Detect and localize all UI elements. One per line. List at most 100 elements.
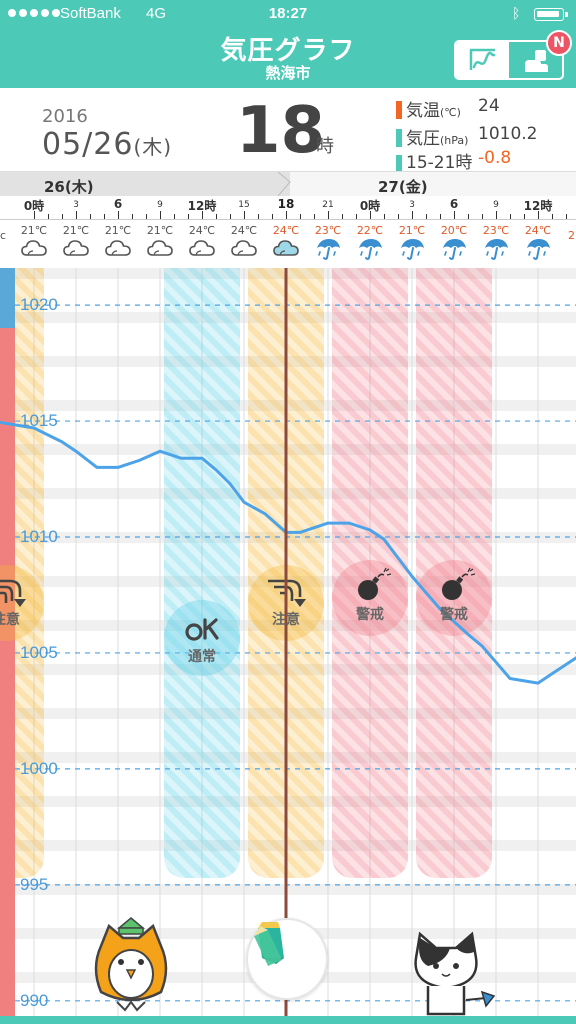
forecast-cell: 24℃: [182, 224, 222, 258]
bluetooth-icon: ᛒ: [512, 5, 521, 21]
alert-level-label: 注意: [272, 612, 300, 628]
pressure-value: 1010.2: [478, 124, 538, 144]
status-clock: 18:27: [268, 5, 308, 22]
selected-hour: 18: [236, 94, 326, 168]
network-type: 4G: [146, 5, 167, 22]
temperature-unit: (℃): [440, 106, 461, 119]
character-view-button[interactable]: [509, 42, 562, 78]
forecast-temp: 24℃: [524, 224, 552, 237]
hour-tick: [258, 214, 259, 219]
hour-label: 6: [113, 197, 123, 211]
hour-label: 6: [449, 197, 459, 211]
y-axis-label: 1010: [20, 527, 58, 546]
page-title: 気圧グラフ: [220, 36, 356, 66]
day-header: 26(木) 27(金): [0, 172, 576, 196]
hour-tick: [566, 214, 567, 219]
hour-tick: [468, 214, 469, 219]
pressure-drop-icon[interactable]: [0, 565, 44, 641]
hour-tick: [132, 214, 133, 219]
current-info-panel: 2016 05/26(木) 18 時 気温(℃) 24 気圧(hPa) 1010…: [0, 88, 576, 173]
hour-tick: [412, 211, 413, 219]
hour-tick: [76, 211, 77, 219]
rain-umbrella-icon: [518, 238, 558, 260]
trend-range: 15-21時: [406, 153, 473, 173]
temperature-label: 気温: [406, 101, 440, 121]
grid-band: [0, 884, 576, 895]
cloudy-icon: [14, 238, 54, 258]
bomb-icon[interactable]: [416, 560, 492, 636]
hour-tick: [426, 214, 427, 219]
edit-memo-button[interactable]: [246, 918, 328, 1000]
current-time-notch: [278, 172, 291, 196]
hour-tick: [118, 211, 119, 219]
character-icon: [524, 50, 548, 72]
alert-level-label: 警戒: [356, 607, 384, 623]
hour-label: 15: [238, 200, 250, 210]
forecast-temp: 20℃: [440, 224, 468, 237]
hour-tick: [384, 214, 385, 219]
hour-tick: [496, 211, 497, 219]
date-label: 05/26(木): [42, 127, 172, 162]
weekday-label: (木): [133, 135, 173, 159]
graph-view-button[interactable]: [456, 42, 509, 78]
pressure-row: 気圧(hPa) 1010.2: [396, 124, 537, 149]
hour-ruler[interactable]: 0時 3 6 9 12時 15 18 21 0時 3 6 9 12時: [0, 196, 576, 220]
y-axis-label: 1020: [20, 295, 58, 315]
hour-tick: [188, 214, 189, 219]
forecast-temp: 21℃: [62, 224, 90, 237]
hour-tick: [230, 214, 231, 219]
location-name: 熱海市: [265, 64, 311, 82]
forecast-temp: 22℃: [356, 224, 384, 237]
forecast-cell: 24℃: [518, 224, 558, 260]
rain-umbrella-icon: [476, 238, 516, 260]
forecast-temp: 21℃: [104, 224, 132, 237]
cloudy-icon: [266, 238, 306, 258]
battery-icon: [534, 8, 568, 21]
hour-tick: [48, 214, 49, 219]
temperature-value: 24: [478, 96, 500, 116]
hour-tick: [552, 214, 553, 219]
hour-tick: [272, 214, 273, 219]
rain-umbrella-icon: [392, 238, 432, 260]
day-label-current: 26(木): [44, 178, 94, 196]
pressure-marker: [396, 129, 402, 147]
hour-tick: [510, 214, 511, 219]
hour-tick: [286, 211, 287, 219]
hour-tick: [160, 211, 161, 219]
forecast-cell: 23℃: [476, 224, 516, 260]
hour-label: 0時: [23, 199, 45, 213]
forecast-cell: 21℃: [140, 224, 180, 258]
forecast-temp-partial: c: [0, 229, 7, 242]
hour-tick: [538, 211, 539, 219]
hour-label: 3: [73, 200, 79, 210]
ok-icon[interactable]: [164, 600, 240, 676]
hour-tick: [314, 214, 315, 219]
cloudy-icon: [224, 238, 264, 258]
hour-tick: [90, 214, 91, 219]
y-axis-label: 1015: [20, 411, 58, 431]
temperature-row: 気温(℃) 24: [396, 96, 500, 121]
signal-strength-icon: [8, 9, 60, 17]
year-label: 2016: [42, 106, 88, 127]
hour-label: 3: [409, 200, 415, 210]
hour-tick: [524, 214, 525, 219]
notification-badge[interactable]: N: [546, 30, 572, 56]
hour-tick: [482, 214, 483, 219]
day-current-band: [0, 172, 290, 196]
forecast-cell: 21℃: [14, 224, 54, 258]
alert-level-label: 注意: [0, 612, 20, 628]
forecast-temp: 21℃: [20, 224, 48, 237]
hour-label: 12時: [187, 199, 217, 213]
y-axis-label: 1005: [20, 642, 58, 662]
date-value: 05/26: [42, 127, 134, 162]
forecast-temp: 21℃: [146, 224, 174, 237]
bomb-icon[interactable]: [332, 560, 408, 636]
hour-tick: [174, 214, 175, 219]
alert-level-label: 通常: [188, 649, 216, 665]
rain-umbrella-icon: [434, 238, 474, 260]
day-label-next: 27(金): [378, 178, 428, 196]
pressure-graph[interactable]: 1020 1015 1010 1005 1000 995 990 注意通常 注意 警戒 警戒: [0, 268, 576, 1024]
rain-umbrella-icon: [350, 238, 390, 260]
trend-marker: [396, 155, 402, 171]
hour-tick: [34, 211, 35, 219]
